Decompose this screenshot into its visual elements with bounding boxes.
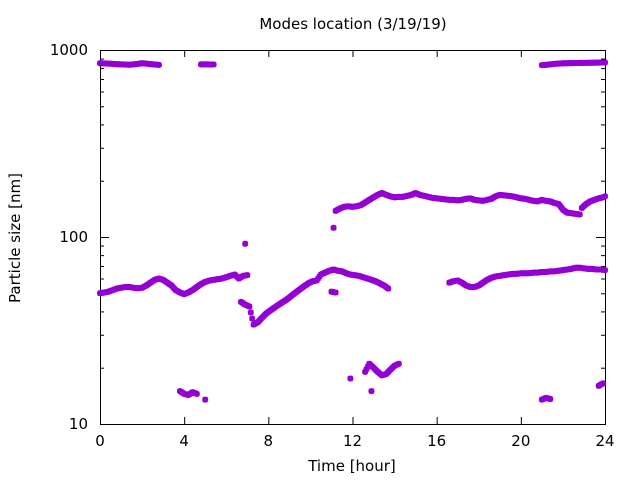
chart-title: Modes location (3/19/19) <box>259 15 446 33</box>
data-point <box>332 289 339 296</box>
data-point <box>547 396 554 403</box>
data-point <box>244 272 251 279</box>
data-point <box>330 224 337 231</box>
x-tick-label: 16 <box>427 432 446 450</box>
data-point <box>193 390 200 397</box>
y-axis-label: Particle size [nm] <box>6 173 24 303</box>
data-point <box>601 267 609 274</box>
x-axis-label: Time [hour] <box>307 457 396 475</box>
x-tick-label: 0 <box>95 432 105 450</box>
y-tick-label: 100 <box>59 228 88 246</box>
x-tick-label: 8 <box>264 432 274 450</box>
data-point <box>210 61 217 68</box>
x-tick-label: 20 <box>511 432 530 450</box>
x-tick-label: 12 <box>343 432 362 450</box>
plot-frame <box>100 50 606 425</box>
data-point <box>576 211 583 218</box>
y-tick-label: 1000 <box>50 41 88 59</box>
data-point <box>347 375 354 382</box>
data-point <box>202 396 209 403</box>
data-point <box>247 309 254 316</box>
data-point <box>246 303 253 310</box>
data-point <box>599 380 606 387</box>
data-point <box>249 315 256 322</box>
x-tick-label: 24 <box>595 432 614 450</box>
y-minor-ticks <box>100 58 605 369</box>
x-tick-label: 4 <box>179 432 189 450</box>
data-point <box>368 388 375 395</box>
y-axis: 10 100 1000 <box>50 41 605 433</box>
data-point <box>242 240 249 247</box>
x-axis: 0 4 8 12 16 20 24 <box>95 50 615 450</box>
y-tick-label: 10 <box>69 415 88 433</box>
data-point <box>155 61 162 68</box>
data-point <box>385 285 392 292</box>
data-point <box>601 193 609 200</box>
data-point <box>395 360 402 367</box>
data-points <box>96 59 609 403</box>
data-point <box>601 59 609 66</box>
